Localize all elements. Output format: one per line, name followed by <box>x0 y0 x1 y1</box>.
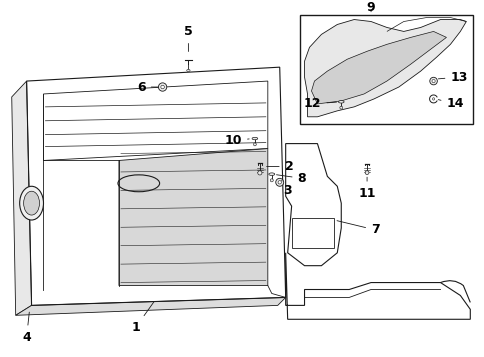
Text: 14: 14 <box>438 97 463 110</box>
Circle shape <box>277 181 281 184</box>
Circle shape <box>432 98 434 100</box>
Text: 5: 5 <box>183 25 192 51</box>
Circle shape <box>431 80 434 83</box>
Circle shape <box>161 85 164 89</box>
Text: 13: 13 <box>438 71 467 84</box>
Ellipse shape <box>24 191 39 215</box>
Ellipse shape <box>20 186 44 220</box>
Circle shape <box>158 83 166 91</box>
Circle shape <box>275 178 283 186</box>
Text: 12: 12 <box>303 97 336 110</box>
Circle shape <box>364 171 368 175</box>
Circle shape <box>257 171 261 175</box>
Text: 7: 7 <box>336 221 379 236</box>
Ellipse shape <box>338 101 343 103</box>
Polygon shape <box>12 81 31 315</box>
Circle shape <box>429 77 437 85</box>
Circle shape <box>339 106 342 109</box>
Text: 8: 8 <box>276 172 305 185</box>
Polygon shape <box>15 297 285 315</box>
Text: 11: 11 <box>358 177 375 200</box>
Text: 2: 2 <box>266 160 293 173</box>
Polygon shape <box>119 149 267 286</box>
Text: 9: 9 <box>366 1 375 14</box>
Circle shape <box>270 179 272 182</box>
Ellipse shape <box>268 173 274 175</box>
Ellipse shape <box>252 137 257 140</box>
Text: 3: 3 <box>281 180 291 197</box>
Text: 1: 1 <box>131 302 154 334</box>
Text: 4: 4 <box>22 312 31 344</box>
Text: 10: 10 <box>224 134 249 147</box>
Circle shape <box>253 143 256 146</box>
Ellipse shape <box>186 69 190 71</box>
Polygon shape <box>304 20 465 117</box>
Polygon shape <box>311 31 446 104</box>
Text: 6: 6 <box>137 81 157 94</box>
